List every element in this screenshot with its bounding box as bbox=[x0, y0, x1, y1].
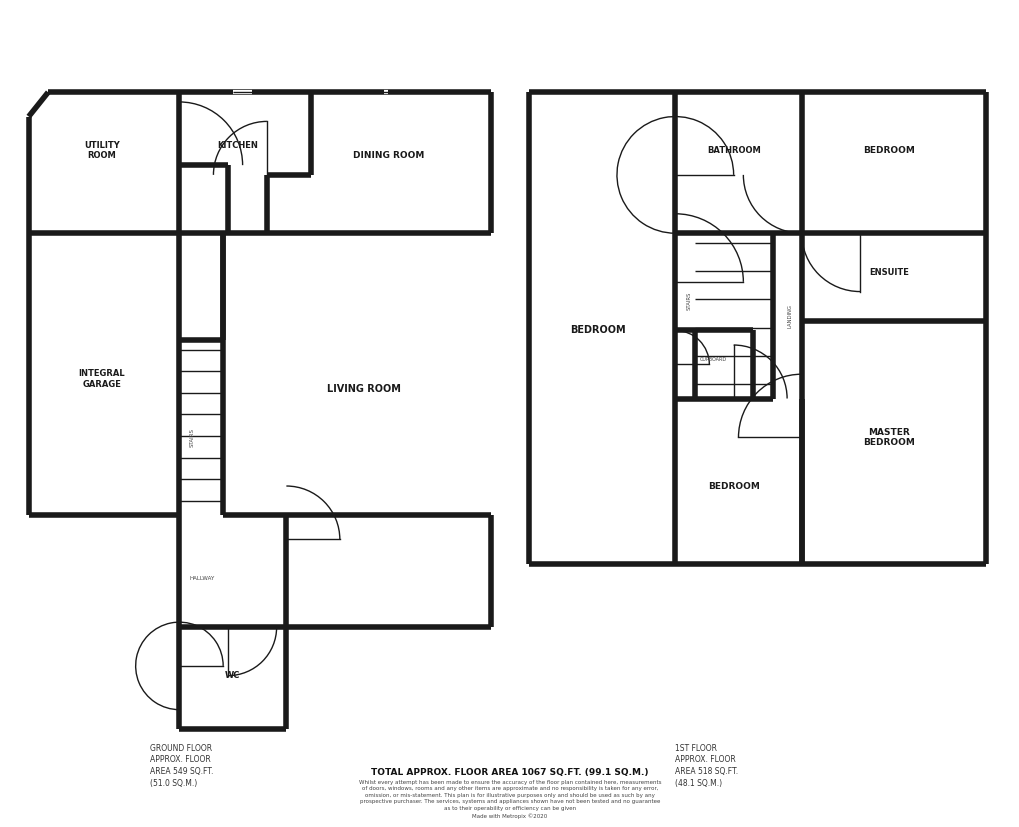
Text: Whilst every attempt has been made to ensure the accuracy of the floor plan cont: Whilst every attempt has been made to en… bbox=[359, 780, 660, 819]
Text: DINING ROOM: DINING ROOM bbox=[353, 151, 424, 160]
Text: HALLWAY: HALLWAY bbox=[189, 576, 214, 581]
Text: STAIRS: STAIRS bbox=[686, 292, 691, 310]
Text: CUPBOARD: CUPBOARD bbox=[699, 357, 726, 362]
Text: STAIRS: STAIRS bbox=[189, 428, 194, 447]
Text: ENSUITE: ENSUITE bbox=[868, 268, 908, 276]
Text: BATHROOM: BATHROOM bbox=[706, 146, 760, 155]
Text: WC: WC bbox=[225, 672, 240, 680]
Text: BEDROOM: BEDROOM bbox=[570, 326, 625, 336]
Text: LIVING ROOM: LIVING ROOM bbox=[327, 384, 400, 394]
Text: BEDROOM: BEDROOM bbox=[862, 146, 914, 155]
Text: TOTAL APPROX. FLOOR AREA 1067 SQ.FT. (99.1 SQ.M.): TOTAL APPROX. FLOOR AREA 1067 SQ.FT. (99… bbox=[371, 768, 648, 777]
Text: INTEGRAL
GARAGE: INTEGRAL GARAGE bbox=[78, 370, 124, 389]
Text: BEDROOM: BEDROOM bbox=[707, 481, 759, 490]
Text: UTILITY
ROOM: UTILITY ROOM bbox=[84, 141, 119, 160]
Text: LANDING: LANDING bbox=[787, 304, 792, 327]
Text: KITCHEN: KITCHEN bbox=[217, 141, 258, 151]
Text: GROUND FLOOR
APPROX. FLOOR
AREA 549 SQ.FT.
(51.0 SQ.M.): GROUND FLOOR APPROX. FLOOR AREA 549 SQ.F… bbox=[150, 743, 213, 788]
Text: 1ST FLOOR
APPROX. FLOOR
AREA 518 SQ.FT.
(48.1 SQ.M.): 1ST FLOOR APPROX. FLOOR AREA 518 SQ.FT. … bbox=[675, 743, 738, 788]
Text: MASTER
BEDROOM: MASTER BEDROOM bbox=[862, 428, 914, 447]
